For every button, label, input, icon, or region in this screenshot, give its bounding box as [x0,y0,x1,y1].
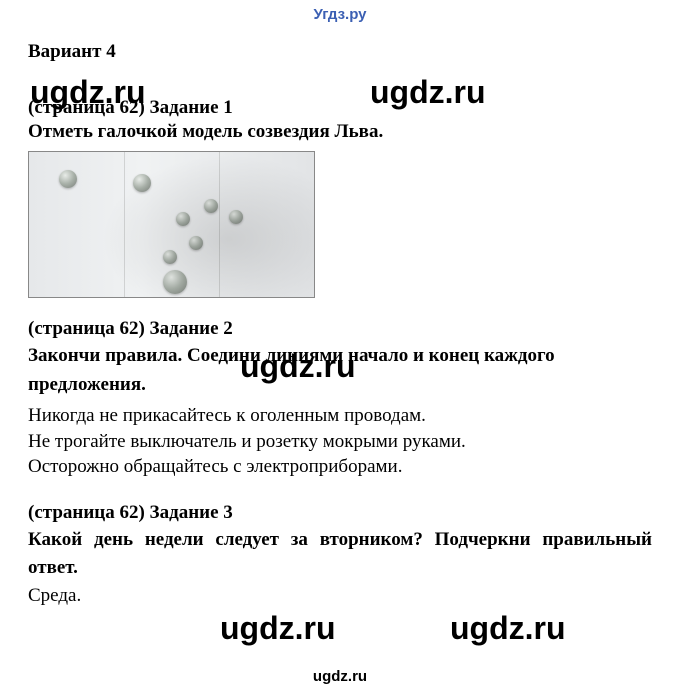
variant-title: Вариант 4 [28,41,652,63]
task-2-title: Закончи правила. Соедини линиями начало … [28,342,652,399]
constellation-star [163,250,177,264]
task-2: (страница 62) Задание 2 Закончи правила.… [28,318,652,480]
task-2-ref: (страница 62) Задание 2 [28,318,652,340]
task-3-ref: (страница 62) Задание 3 [28,502,652,524]
image-gridline [219,152,220,297]
constellation-star [204,199,218,213]
header-site: Угдз.ру [0,0,680,23]
task-3: (страница 62) Задание 3 Какой день недел… [28,502,652,607]
constellation-image [28,151,315,298]
image-gridline [124,152,125,297]
constellation-star [59,170,77,188]
task-2-line-1: Не трогайте выключатель и розетку мокрым… [28,429,652,455]
task-3-title: Какой день недели следует за вторником? … [28,526,652,583]
task-2-line-2: Осторожно обращайтесь с электроприборами… [28,454,652,480]
constellation-star [133,174,151,192]
watermark-4: ugdz.ru [220,610,336,647]
constellation-star [229,210,243,224]
constellation-star [176,212,190,226]
task-1-title: Отметь галочкой модель созвездия Льва. [28,121,652,143]
task-2-line-0: Никогда не прикасайтесь к оголенным пров… [28,403,652,429]
constellation-star [163,270,187,294]
footer-site: ugdz.ru [0,668,680,685]
task-1: (страница 62) Задание 1 Отметь галочкой … [28,97,652,298]
task-3-answer: Среда. [28,585,652,607]
page-content: Вариант 4 (страница 62) Задание 1 Отметь… [0,23,680,607]
task-1-ref: (страница 62) Задание 1 [28,97,652,119]
watermark-5: ugdz.ru [450,610,566,647]
constellation-star [189,236,203,250]
